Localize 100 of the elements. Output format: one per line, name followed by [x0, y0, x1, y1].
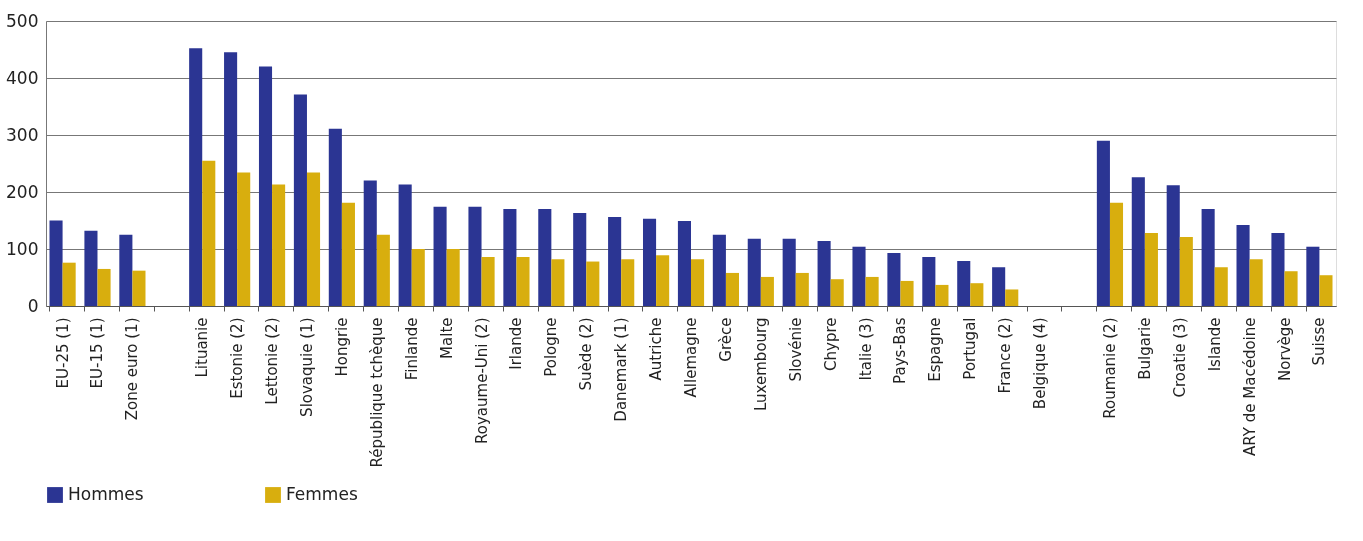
bar: [481, 256, 495, 306]
bar: [1319, 275, 1333, 306]
x-tick-label: Lettonie (2): [263, 317, 282, 405]
bar: [1179, 237, 1193, 306]
bar: [1096, 140, 1110, 306]
x-tick-label: Grèce: [716, 317, 735, 362]
x-tick-label: Autriche: [647, 317, 666, 381]
bar: [237, 172, 251, 306]
x-tick-label: Espagne: [926, 317, 945, 382]
bar: [970, 283, 984, 306]
bar: [272, 184, 286, 306]
bar: [691, 259, 705, 306]
x-tick-label: Slovénie: [786, 317, 805, 382]
bar: [551, 259, 565, 306]
bar: [1284, 271, 1298, 306]
bar: [621, 259, 635, 306]
x-tick-label: Slovaquie (1): [297, 317, 316, 417]
x-tick-label: Pays-Bas: [891, 317, 910, 384]
bar: [1236, 225, 1250, 306]
bar: [538, 209, 552, 306]
x-tick-label: Zone euro (1): [123, 317, 142, 421]
y-tick-label: 500: [6, 10, 39, 31]
bar: [97, 268, 111, 306]
bar: [132, 270, 146, 306]
bar: [516, 256, 530, 306]
bar: [957, 260, 971, 306]
bar: [1005, 289, 1019, 306]
bar: [1166, 185, 1180, 306]
x-tick-label: ARY de Macédoine: [1240, 317, 1259, 456]
x-tick-label: Roumanie (2): [1100, 317, 1119, 419]
bar: [363, 180, 377, 306]
bar: [608, 217, 622, 306]
bar: [817, 241, 831, 306]
bar: [852, 246, 866, 306]
x-tick-label: Luxembourg: [751, 317, 770, 411]
bar: [643, 218, 657, 306]
x-tick-label: Islande: [1205, 317, 1224, 372]
bar: [725, 272, 739, 306]
x-tick-label: Royaume-Uni (2): [472, 317, 491, 444]
y-tick-label: 400: [6, 67, 39, 88]
x-tick-label: France (2): [996, 317, 1015, 394]
bar: [782, 238, 796, 306]
bar: [830, 279, 844, 306]
bar: [935, 284, 949, 306]
x-tick-label: Portugal: [961, 317, 980, 380]
bar: [760, 276, 774, 306]
bar: [433, 206, 447, 306]
bar: [62, 262, 76, 306]
bar: [306, 172, 321, 306]
bar: [865, 276, 879, 306]
legend-label: Hommes: [68, 484, 144, 504]
bar: [293, 94, 307, 306]
x-tick-label: Belgique (4): [1031, 317, 1050, 410]
bar: [376, 234, 390, 306]
x-tick-label: République tchèque: [367, 317, 386, 468]
bar: [1131, 177, 1145, 306]
bar: [677, 221, 691, 306]
bar: [224, 52, 238, 306]
x-tick-label: Suisse: [1310, 317, 1329, 366]
bar: [656, 255, 670, 306]
legend-label: Femmes: [286, 484, 358, 504]
bar: [887, 252, 901, 306]
x-tick-label: Malte: [437, 317, 456, 359]
y-tick-label: 200: [6, 181, 39, 202]
x-tick-label: Pologne: [542, 317, 561, 377]
x-tick-label: Finlande: [402, 317, 421, 381]
x-tick-label: Croatie (3): [1170, 317, 1189, 398]
x-tick-label: EU-25 (1): [53, 317, 72, 389]
bar: [573, 213, 587, 306]
bar: [398, 184, 412, 306]
bar: [922, 256, 936, 306]
bar: [202, 160, 216, 306]
bar: [1249, 259, 1263, 306]
bar: [795, 272, 809, 306]
bar: [1271, 233, 1285, 306]
bar: [189, 48, 203, 306]
bar: [341, 202, 355, 306]
x-tick-label: Irlande: [507, 317, 526, 370]
bar: [328, 128, 342, 306]
bar: [1201, 209, 1215, 306]
y-tick-label: 0: [27, 295, 39, 316]
bar: [1214, 267, 1228, 306]
bar: [468, 206, 482, 306]
bar: [586, 261, 600, 306]
bar: [503, 209, 517, 306]
bar: [712, 234, 726, 306]
x-tick-label: Estonie (2): [228, 317, 247, 399]
bar: [992, 267, 1006, 306]
x-tick-label: Bulgarie: [1135, 317, 1154, 380]
x-tick-label: Italie (3): [856, 317, 875, 381]
y-tick-label: 300: [6, 124, 39, 145]
bar: [49, 220, 63, 306]
bar: [446, 249, 460, 306]
bar: [1109, 202, 1124, 306]
bar: [900, 280, 914, 306]
bar: [1144, 233, 1158, 306]
x-tick-label: Lituanie: [193, 317, 212, 378]
x-tick-label: EU-15 (1): [88, 317, 107, 389]
x-tick-label: Danemark (1): [612, 317, 631, 422]
bar: [411, 249, 425, 306]
